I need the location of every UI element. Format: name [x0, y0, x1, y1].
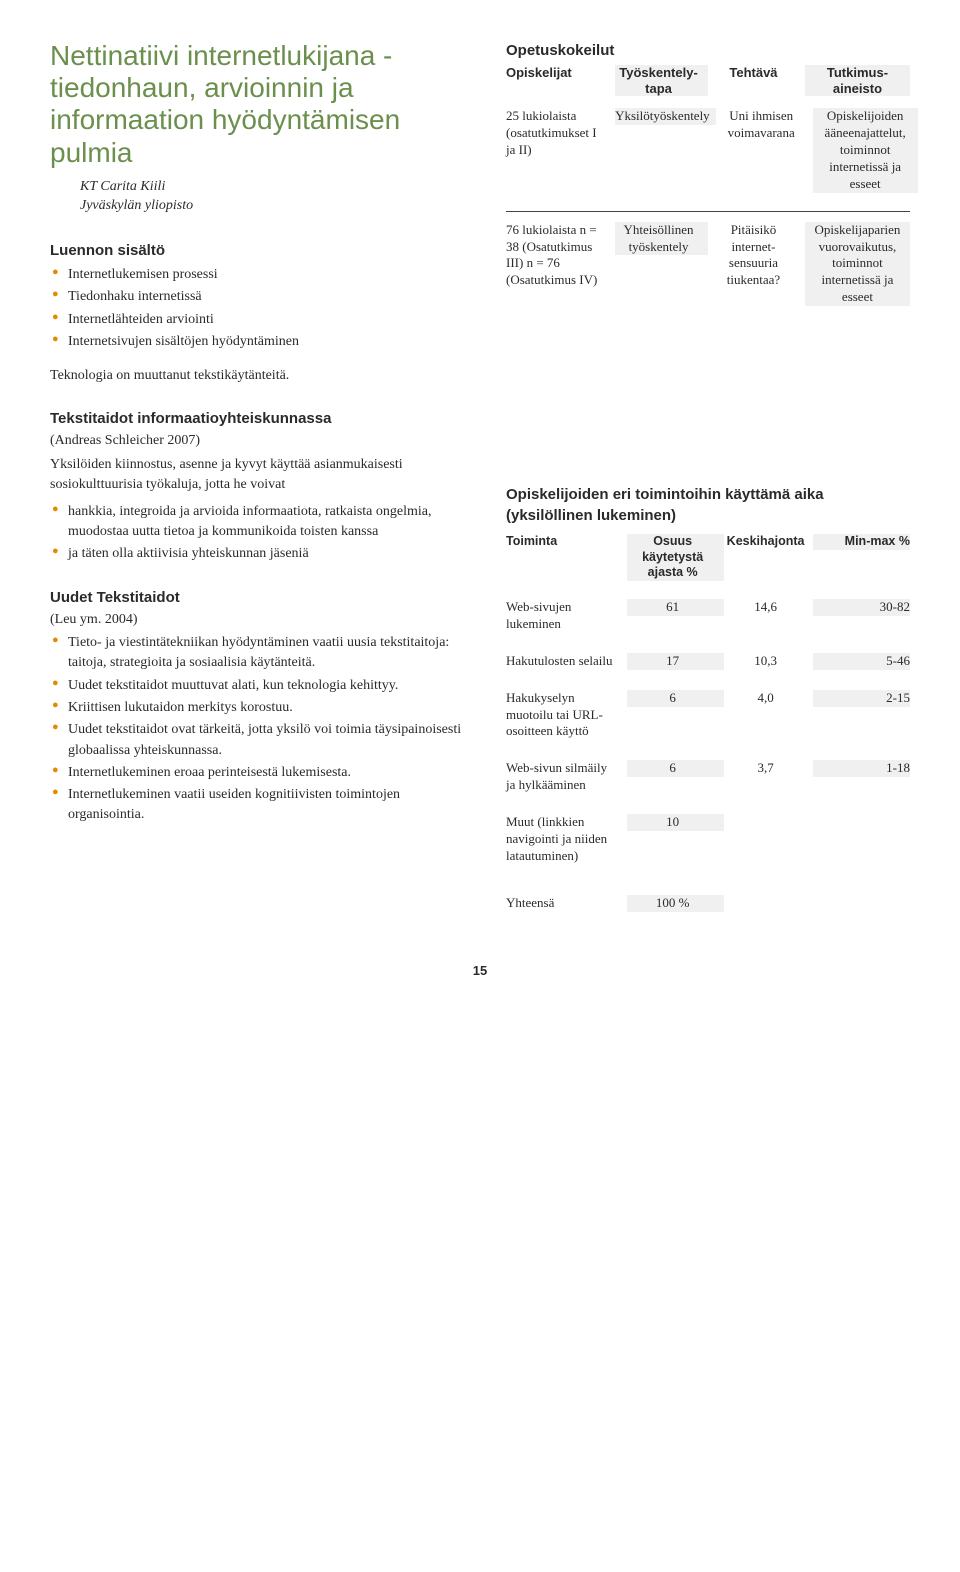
column-header: Osuus käytetystä ajasta % [627, 534, 724, 581]
table-cell: 4,0 [724, 690, 813, 707]
right-column: Opetuskokeilut Opiskelijat Työskentely-t… [506, 40, 910, 922]
newskills-list: Tieto- ja viestintätekniikan hyödyntämin… [50, 633, 470, 826]
table-cell: 2-15 [813, 690, 910, 707]
table-cell: Muut (linkkien navigointi ja niiden lata… [506, 814, 627, 865]
list-item: Internetlähteiden arviointi [50, 310, 470, 330]
timeuse-table: Toiminta Osuus käytetystä ajasta % Keski… [506, 534, 910, 922]
spacer [506, 320, 910, 460]
table-cell: 10 [627, 814, 724, 831]
table-cell: Web-sivun silmäily ja hylkääminen [506, 760, 627, 794]
list-item: Uudet tekstitaidot muuttuvat alati, kun … [50, 676, 470, 696]
table-row: Hakukyselyn muotoilu tai URL-osoitteen k… [506, 680, 910, 751]
experiments-heading: Opetuskokeilut [506, 40, 910, 61]
newskills-heading: Uudet Tekstitaidot [50, 587, 470, 608]
table-cell: Yhteisöllinen työskentely [615, 222, 708, 256]
list-item: Internetlukeminen vaatii useiden kogniti… [50, 785, 470, 826]
column-header: Keskihajonta [724, 534, 813, 550]
column-header: Työskentely-tapa [615, 65, 708, 96]
column-header: Opiskelijat [506, 65, 615, 81]
table-header-row: Opiskelijat Työskentely-tapa Tehtävä Tut… [506, 65, 910, 102]
author-affiliation: Jyväskylän yliopisto [80, 196, 470, 216]
left-column: Nettinatiivi internetlukijana - tiedonha… [50, 40, 470, 922]
list-item: Internetsivujen sisältöjen hyödyntäminen [50, 332, 470, 352]
textskills-list: hankkia, integroida ja arvioida informaa… [50, 502, 470, 565]
table-row: Web-sivun silmäily ja hylkääminen 6 3,7 … [506, 750, 910, 804]
table-cell: Yhteensä [506, 895, 627, 912]
list-item: Uudet tekstitaidot ovat tärkeitä, jotta … [50, 720, 470, 761]
table-cell: 10,3 [724, 653, 813, 670]
list-item: Tieto- ja viestintätekniikan hyödyntämin… [50, 633, 470, 674]
column-header: Tutkimus-aineisto [805, 65, 910, 96]
table-cell: Yksilötyöskentely [615, 108, 716, 125]
table-cell: Web-sivujen lukeminen [506, 599, 627, 633]
list-item: Tiedonhaku internetissä [50, 287, 470, 307]
table-row: Hakutulosten selailu 17 10,3 5-46 [506, 643, 910, 680]
table-row: Muut (linkkien navigointi ja niiden lata… [506, 804, 910, 875]
table-cell: 1-18 [813, 760, 910, 777]
list-item: Internetlukeminen eroaa perinteisestä lu… [50, 763, 470, 783]
lecture-heading: Luennon sisältö [50, 240, 470, 261]
table-cell: Opiskelijaparien vuorovaikutus, toiminno… [805, 222, 910, 306]
newskills-ref: (Leu ym. 2004) [50, 610, 470, 630]
page-title: Nettinatiivi internetlukijana - tiedonha… [50, 40, 470, 169]
list-item: ja täten olla aktiivisia yhteiskunnan jä… [50, 544, 470, 564]
table-header-row: Toiminta Osuus käytetystä ajasta % Keski… [506, 534, 910, 589]
tech-paragraph: Teknologia on muuttanut tekstikäytänteit… [50, 366, 470, 386]
two-column-layout: Nettinatiivi internetlukijana - tiedonha… [50, 40, 910, 922]
column-header: Tehtävä [708, 65, 805, 81]
timeuse-heading: Opiskelijoiden eri toimintoihin käyttämä… [506, 484, 910, 526]
table-cell: Opiskelijoiden ääneenajattelut, toiminno… [813, 108, 918, 192]
table-cell: 76 lukiolaista n = 38 (Osatutkimus III) … [506, 222, 615, 290]
column-header: Toiminta [506, 534, 627, 550]
table-cell: 14,6 [724, 599, 813, 616]
table-cell: Hakukyselyn muotoilu tai URL-osoitteen k… [506, 690, 627, 741]
table-divider [506, 211, 910, 212]
table-row: 25 lukiolaista (osatutkimukset I ja II) … [506, 102, 910, 206]
textskills-ref: (Andreas Schleicher 2007) [50, 431, 470, 451]
table-cell: 30-82 [813, 599, 910, 616]
table-cell: 5-46 [813, 653, 910, 670]
table-row: 76 lukiolaista n = 38 (Osatutkimus III) … [506, 216, 910, 320]
table-cell: 25 lukiolaista (osatutkimukset I ja II) [506, 108, 615, 159]
table-row: Yhteensä 100 % [506, 875, 910, 922]
table-cell: 17 [627, 653, 724, 670]
table-cell: Hakutulosten selailu [506, 653, 627, 670]
table-row: Web-sivujen lukeminen 61 14,6 30-82 [506, 589, 910, 643]
list-item: Kriittisen lukutaidon merkitys korostuu. [50, 698, 470, 718]
table-cell: Uni ihmisen voimavarana [716, 108, 813, 142]
table-cell: 6 [627, 690, 724, 707]
author-name: KT Carita Kiili [80, 177, 470, 197]
page-number: 15 [50, 962, 910, 980]
list-item: Internetlukemisen prosessi [50, 265, 470, 285]
textskills-heading: Tekstitaidot informaatioyhteiskunnassa [50, 408, 470, 429]
table-cell: 100 % [627, 895, 724, 912]
table-cell: 3,7 [724, 760, 813, 777]
column-header: Min-max % [813, 534, 910, 550]
lecture-list: Internetlukemisen prosessi Tiedonhaku in… [50, 265, 470, 352]
textskills-intro: Yksilöiden kiinnostus, asenne ja kyvyt k… [50, 455, 470, 496]
table-cell: 61 [627, 599, 724, 616]
table-cell: Pitäisikö internet-sensuuria tiukentaa? [708, 222, 805, 290]
table-cell: 6 [627, 760, 724, 777]
list-item: hankkia, integroida ja arvioida informaa… [50, 502, 470, 543]
experiments-table: Opiskelijat Työskentely-tapa Tehtävä Tut… [506, 65, 910, 320]
